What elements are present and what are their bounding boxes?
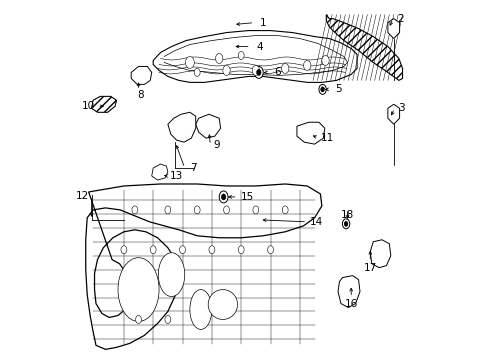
Polygon shape	[387, 104, 399, 124]
Polygon shape	[369, 240, 390, 268]
Text: 3: 3	[398, 103, 404, 113]
Ellipse shape	[256, 69, 261, 75]
Ellipse shape	[194, 206, 200, 214]
Polygon shape	[387, 19, 399, 39]
Ellipse shape	[223, 66, 230, 75]
Text: 8: 8	[137, 90, 144, 100]
Ellipse shape	[223, 206, 229, 214]
Ellipse shape	[321, 55, 328, 66]
Ellipse shape	[208, 246, 214, 254]
Ellipse shape	[221, 194, 225, 200]
Polygon shape	[91, 96, 116, 112]
Ellipse shape	[164, 315, 170, 323]
Polygon shape	[296, 122, 324, 144]
Text: 5: 5	[334, 84, 341, 94]
Ellipse shape	[164, 206, 170, 214]
Polygon shape	[337, 276, 359, 307]
Ellipse shape	[150, 246, 156, 254]
Polygon shape	[325, 15, 402, 80]
Text: 15: 15	[240, 192, 253, 202]
Ellipse shape	[118, 258, 159, 321]
Ellipse shape	[208, 289, 237, 319]
Text: 18: 18	[340, 210, 353, 220]
Ellipse shape	[254, 67, 263, 78]
Ellipse shape	[303, 60, 310, 71]
Text: 2: 2	[396, 14, 403, 24]
Text: 17: 17	[363, 263, 376, 273]
Ellipse shape	[185, 57, 194, 68]
Text: 12: 12	[76, 191, 89, 201]
Ellipse shape	[121, 246, 126, 254]
Ellipse shape	[267, 246, 273, 254]
Ellipse shape	[194, 68, 200, 76]
Text: 6: 6	[273, 67, 280, 77]
Ellipse shape	[158, 253, 184, 297]
Text: 4: 4	[256, 41, 263, 51]
Text: 7: 7	[190, 163, 197, 173]
Polygon shape	[153, 31, 356, 82]
Text: 13: 13	[170, 171, 183, 181]
Polygon shape	[85, 184, 321, 349]
Text: 11: 11	[321, 133, 334, 143]
Ellipse shape	[320, 87, 324, 92]
Ellipse shape	[318, 84, 325, 94]
Ellipse shape	[189, 289, 211, 329]
Ellipse shape	[282, 206, 287, 214]
Ellipse shape	[238, 51, 244, 59]
Text: 10: 10	[82, 101, 95, 111]
Ellipse shape	[252, 66, 259, 75]
Ellipse shape	[344, 221, 347, 226]
Polygon shape	[151, 164, 167, 180]
Ellipse shape	[281, 63, 288, 73]
Text: 14: 14	[309, 217, 323, 227]
Ellipse shape	[252, 206, 258, 214]
Ellipse shape	[238, 246, 244, 254]
Ellipse shape	[215, 54, 223, 63]
Ellipse shape	[135, 315, 141, 323]
Ellipse shape	[219, 191, 227, 203]
Polygon shape	[131, 67, 151, 84]
Polygon shape	[167, 112, 195, 142]
Ellipse shape	[179, 246, 185, 254]
Ellipse shape	[342, 219, 349, 229]
Text: 9: 9	[213, 140, 220, 150]
Text: 16: 16	[344, 298, 357, 309]
Ellipse shape	[132, 206, 138, 214]
Polygon shape	[195, 114, 220, 138]
Text: 1: 1	[259, 18, 266, 28]
